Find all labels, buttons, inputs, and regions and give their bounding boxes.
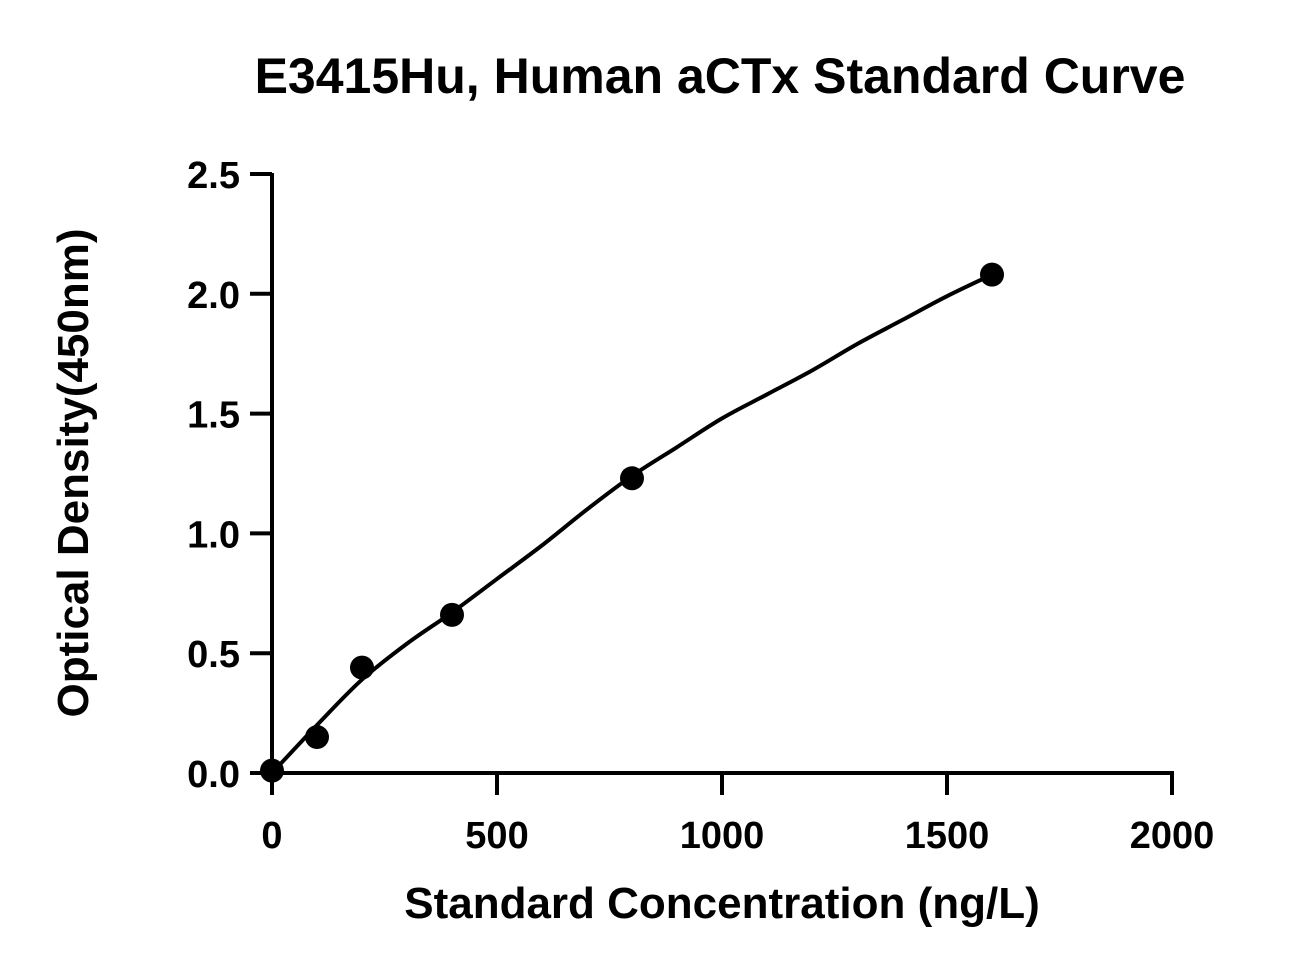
x-tick-label: 0 <box>261 815 282 857</box>
y-tick-label: 0.5 <box>187 634 240 676</box>
y-tick-label: 2.5 <box>187 155 240 197</box>
data-points <box>260 262 1004 783</box>
fit-curve-line <box>270 272 993 775</box>
x-tick-label: 2000 <box>1130 815 1215 857</box>
data-point <box>620 466 644 491</box>
y-tick-label: 1.5 <box>187 395 240 437</box>
x-axis-ticks: 0 500 1000 1500 2000 <box>261 773 1214 857</box>
y-tick-label: 1.0 <box>187 514 240 556</box>
x-tick-label: 500 <box>465 815 528 857</box>
chart-axes <box>270 173 1174 775</box>
x-tick-label: 1000 <box>680 815 765 857</box>
y-tick-label: 2.0 <box>187 275 240 317</box>
data-point <box>980 262 1004 287</box>
x-axis-label: Standard Concentration (ng/L) <box>404 879 1040 928</box>
x-tick-label: 1500 <box>905 815 990 857</box>
data-point <box>440 602 464 627</box>
y-axis-label: Optical Density(450nm) <box>49 228 98 717</box>
chart-title: E3415Hu, Human aCTx Standard Curve <box>255 48 1186 104</box>
data-point <box>350 655 374 680</box>
data-point <box>260 758 284 783</box>
y-axis-ticks: 0.0 0.5 1.0 1.5 2.0 2.5 <box>187 155 272 796</box>
data-point <box>305 725 329 750</box>
y-tick-label: 0.0 <box>187 754 240 796</box>
